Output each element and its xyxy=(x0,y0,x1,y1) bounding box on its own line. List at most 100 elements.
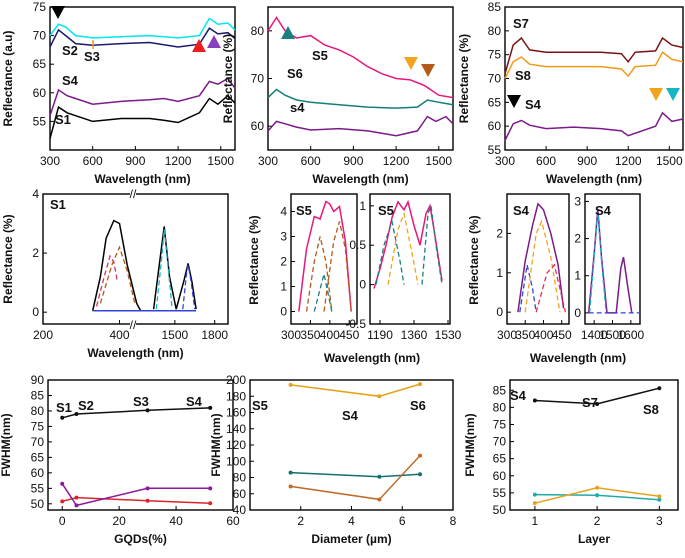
brown-down-triangle xyxy=(421,64,435,77)
x-tick-label: 900 xyxy=(343,154,363,168)
plot-frame-d3 xyxy=(509,379,679,511)
label-S4: S4 xyxy=(595,203,612,218)
y-axis-label: Reflectance (%) xyxy=(1,214,15,303)
x-axis-label: Wavelength (nm) xyxy=(87,346,183,360)
series-line-S5 xyxy=(373,199,443,289)
y-axis-label: Reflectance (a.u) xyxy=(1,30,15,126)
y-tick-label: 80 xyxy=(233,471,247,485)
y-tick-label: 140 xyxy=(226,422,246,436)
y-tick-label: 2 xyxy=(574,232,581,246)
label-S3: S3 xyxy=(84,49,100,64)
orange-down-triangle xyxy=(404,57,418,70)
x-axis-label: Wavelength (nm) xyxy=(530,351,626,365)
data-point xyxy=(377,474,382,479)
y-axis-label: FWHM(nm) xyxy=(209,413,223,476)
x-tick-label: 1530 xyxy=(435,328,462,342)
y-tick-label: 0.5 xyxy=(349,238,366,252)
panel-b2a: 300 350 400 450 0 1 2 3 4 S5 Reflectance (%) xyxy=(247,193,360,342)
data-point xyxy=(657,386,662,391)
panel-d3: 1 2 3 50 55 60 65 70 75 80 85 Layer FWHM(nm) S4 S7 S8 xyxy=(463,379,679,546)
data-point xyxy=(595,485,600,490)
data-point xyxy=(595,493,600,498)
x-tick-label: 400 xyxy=(110,328,130,342)
x-axis-label: Wavelength (nm) xyxy=(546,172,642,186)
series-line-S6 xyxy=(267,88,454,109)
data-point xyxy=(377,497,382,502)
y-tick-label: 70 xyxy=(488,72,502,86)
x-tick-label: 1200 xyxy=(165,154,192,168)
x-tick-label: 1500 xyxy=(599,328,626,342)
series-line-fit1 xyxy=(305,236,333,312)
data-point xyxy=(208,486,213,491)
data-point xyxy=(60,499,65,504)
y-tick-label: 80 xyxy=(31,404,45,418)
x-tick-label: 1500 xyxy=(425,154,452,168)
series-line-fit3 xyxy=(535,263,567,313)
label-S4: S4 xyxy=(342,408,359,423)
y-tick-label: 80 xyxy=(251,24,265,38)
x-tick-label: 400 xyxy=(320,328,340,342)
label-S1: S1 xyxy=(50,197,66,212)
label-S7: S7 xyxy=(513,16,529,31)
y-tick-label: 120 xyxy=(226,438,246,452)
y-tick-label: 55 xyxy=(31,481,45,495)
y-tick-label: 2 xyxy=(280,255,287,269)
x-tick-label: 300 xyxy=(495,154,515,168)
label-S5: S5 xyxy=(312,48,328,63)
y-tick-label: 50 xyxy=(31,497,45,511)
x-tick-label: 1 xyxy=(532,514,539,528)
y-tick-label: 200 xyxy=(226,373,246,387)
y-tick-label: -0.5 xyxy=(345,317,366,331)
y-tick-label: 80 xyxy=(488,24,502,38)
orange-down-triangle xyxy=(649,88,663,101)
label-S1: S1 xyxy=(56,400,72,415)
label-S5: S5 xyxy=(252,398,268,413)
panel-b2b: 1190 1360 1530 -0.5 0 0.5 1 S5 Wavelength (nm) xyxy=(324,193,462,365)
y-tick-label: 0 xyxy=(496,305,503,319)
label-S3: S3 xyxy=(133,394,149,409)
x-tick-label: 1360 xyxy=(401,328,428,342)
series-line-S2 xyxy=(49,27,236,48)
data-point xyxy=(288,484,293,489)
y-tick-label: 160 xyxy=(226,406,246,420)
series-line-fit3 xyxy=(421,205,443,285)
series-line-fit3 xyxy=(313,273,333,312)
x-tick-label: 400 xyxy=(533,328,553,342)
y-axis-label: Reflectance (%) xyxy=(221,34,235,123)
y-tick-label: 85 xyxy=(31,388,45,402)
series-line-S8 xyxy=(504,51,684,79)
y-tick-label: 70 xyxy=(31,435,45,449)
data-point xyxy=(418,382,423,387)
x-tick-label: 350 xyxy=(515,328,535,342)
data-point xyxy=(532,398,537,403)
y-tick-label: 60 xyxy=(493,469,507,483)
label-S8: S8 xyxy=(515,68,531,83)
axis-break-bottom: // xyxy=(130,318,137,332)
y-axis-label: Reflectance (%) xyxy=(457,34,471,123)
x-tick-label: 350 xyxy=(300,328,320,342)
y-axis-label: FWHM(nm) xyxy=(0,413,13,476)
x-tick-label: 0 xyxy=(59,514,66,528)
series-line-S7 xyxy=(504,36,684,74)
y-tick-label: 3 xyxy=(280,230,287,244)
label-S4: S4 xyxy=(510,388,527,403)
x-tick-label: 300 xyxy=(258,154,278,168)
y-tick-label: 75 xyxy=(33,0,47,14)
x-tick-label: 900 xyxy=(125,154,145,168)
label-S4: S4 xyxy=(62,73,79,88)
x-tick-label: 450 xyxy=(552,328,572,342)
x-tick-label: 1500 xyxy=(656,154,683,168)
x-tick-label: 2 xyxy=(594,514,601,528)
panel-d1: 0 20 40 60505560657075808590GQDs(%)FWHM(nm)… xyxy=(0,373,240,546)
data-point xyxy=(532,492,537,497)
y-tick-label: 60 xyxy=(31,466,45,480)
label-S6: S6 xyxy=(410,398,426,413)
y-tick-label: 90 xyxy=(31,373,45,387)
x-tick-label: 1400 xyxy=(581,328,608,342)
series-line-fit-red xyxy=(95,254,119,307)
data-point xyxy=(595,401,600,406)
y-tick-label: 0 xyxy=(574,306,581,320)
series-line-red xyxy=(62,496,211,504)
y-tick-label: 4 xyxy=(32,187,39,201)
data-point xyxy=(288,382,293,387)
